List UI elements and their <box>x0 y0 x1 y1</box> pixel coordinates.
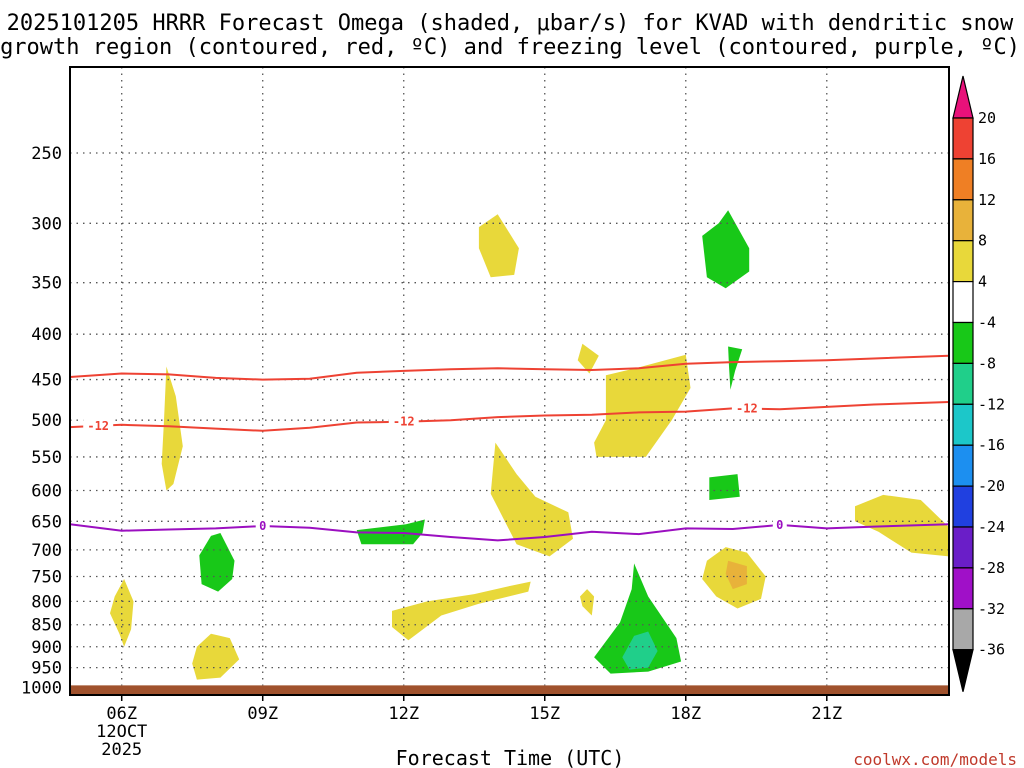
colorbar-tick-9: -20 <box>978 477 1005 495</box>
colorbar-bin-8 <box>952 403 974 446</box>
y-tick-300: 300 <box>31 214 62 234</box>
colorbar-bin-2 <box>952 158 974 201</box>
plot-frame <box>69 66 950 696</box>
colorbar-bin-12 <box>952 567 974 610</box>
colorbar-bin-11 <box>952 526 974 569</box>
omega-region-1 <box>110 579 134 647</box>
y-tick-600: 600 <box>31 481 62 501</box>
y-tick-1000: 1000 <box>21 678 62 698</box>
omega-colorbar: 20 16 12 8 4 -4 -8 -12 -16 -20 -24 -28 -32 -36 <box>952 75 1005 692</box>
y-tick-750: 750 <box>31 567 62 587</box>
omega-region-10 <box>725 560 747 590</box>
x-tick-09Z: 09Z <box>247 704 278 724</box>
contour-label-2-1: 0 <box>776 518 783 532</box>
contour-label-1-2: -12 <box>736 402 758 416</box>
colorbar-tick-0: 20 <box>978 109 996 127</box>
colorbar-bin-10 <box>952 485 974 528</box>
y-tick-800: 800 <box>31 592 62 612</box>
colorbar-bin-1 <box>952 117 974 160</box>
omega-region-2 <box>192 633 240 680</box>
contour-label-bg-2-0 <box>255 518 270 535</box>
omega-region-17 <box>594 563 682 674</box>
colorbar-tick-2: 12 <box>978 191 996 209</box>
y-tick-350: 350 <box>31 274 62 294</box>
contour-label-bg-2-1 <box>772 516 787 533</box>
omega-region-6 <box>577 343 599 374</box>
x-tick-21Z: 21Z <box>811 704 842 724</box>
y-tick-850: 850 <box>31 616 62 636</box>
x-tick-12Z: 12Z <box>388 704 419 724</box>
contour-line-1 <box>70 401 949 432</box>
x-tick-sub-0: 12OCT <box>96 722 147 742</box>
y-tick-900: 900 <box>31 638 62 658</box>
colorbar-bin-4 <box>952 240 974 283</box>
plot-area: -12 -12 -12 0 0 <box>70 67 949 695</box>
omega-region-12 <box>702 210 750 289</box>
colorbar-bin-7 <box>952 362 974 405</box>
colorbar-tick-4: 4 <box>978 273 987 291</box>
x-tick-15Z: 15Z <box>529 704 560 724</box>
y-tick-550: 550 <box>31 448 62 468</box>
colorbar-bin-13 <box>952 608 974 651</box>
y-tick-250: 250 <box>31 144 62 164</box>
contour-label-1-1: -12 <box>393 415 415 429</box>
colorbar-tick-12: -32 <box>978 600 1005 618</box>
y-tick-400: 400 <box>31 325 62 345</box>
colorbar-tick-3: 8 <box>978 232 987 250</box>
y-tick-500: 500 <box>31 411 62 431</box>
omega-region-7 <box>594 354 691 457</box>
contour-label-bg-1-0 <box>83 417 114 434</box>
terrain-ground <box>70 685 949 695</box>
omega-region-3 <box>478 214 519 278</box>
colorbar-bottom-arrow <box>952 649 974 692</box>
chart-title: 2025101205 HRRR Forecast Omega (shaded, … <box>0 11 1020 60</box>
contour-label-2-0: 0 <box>259 519 266 533</box>
omega-region-13 <box>728 346 743 390</box>
omega-region-5 <box>392 581 531 641</box>
colorbar-tick-11: -28 <box>978 559 1005 577</box>
contour-line-0 <box>70 354 949 381</box>
colorbar-bin-3 <box>952 199 974 242</box>
y-tick-650: 650 <box>31 512 62 532</box>
omega-region-18 <box>622 631 658 670</box>
colorbar-bin-6 <box>952 321 974 365</box>
colorbar-tick-8: -16 <box>978 436 1005 454</box>
y-tick-950: 950 <box>31 659 62 679</box>
contour-label-1-0: -12 <box>87 419 109 433</box>
x-tick-sub-1: 2025 <box>101 740 142 760</box>
y-tick-700: 700 <box>31 541 62 561</box>
credit-link[interactable]: coolwx.com/models <box>853 750 1017 768</box>
colorbar-tick-1: 16 <box>978 150 996 168</box>
colorbar-tick-13: -36 <box>978 641 1005 659</box>
pressure-axis: 2503003504004505005506006507007508008509… <box>21 144 62 698</box>
omega-region-14 <box>709 474 740 500</box>
x-tick-18Z: 18Z <box>670 704 701 724</box>
colorbar-tick-5: -4 <box>978 314 996 332</box>
colorbar-tick-10: -24 <box>978 518 1005 536</box>
title-line-1: 2025101205 HRRR Forecast Omega (shaded, … <box>7 11 1014 36</box>
colorbar-tick-7: -12 <box>978 395 1005 413</box>
colorbar-bin-5 <box>952 281 974 324</box>
y-tick-450: 450 <box>31 371 62 391</box>
omega-region-4 <box>490 442 573 557</box>
omega-region-8 <box>580 589 595 616</box>
omega-region-0 <box>161 366 183 491</box>
x-axis-label: Forecast Time (UTC) <box>396 746 625 768</box>
colorbar-top-arrow <box>952 75 974 119</box>
x-tick-06Z: 06Z <box>106 704 137 724</box>
colorbar-bin-9 <box>952 444 974 487</box>
colorbar-tick-6: -8 <box>978 354 996 372</box>
title-line-2: growth region (contoured, red, ºC) and f… <box>0 35 1020 60</box>
contour-label-bg-1-2 <box>731 400 762 417</box>
contour-label-bg-1-1 <box>388 413 419 430</box>
omega-region-15 <box>199 533 235 592</box>
